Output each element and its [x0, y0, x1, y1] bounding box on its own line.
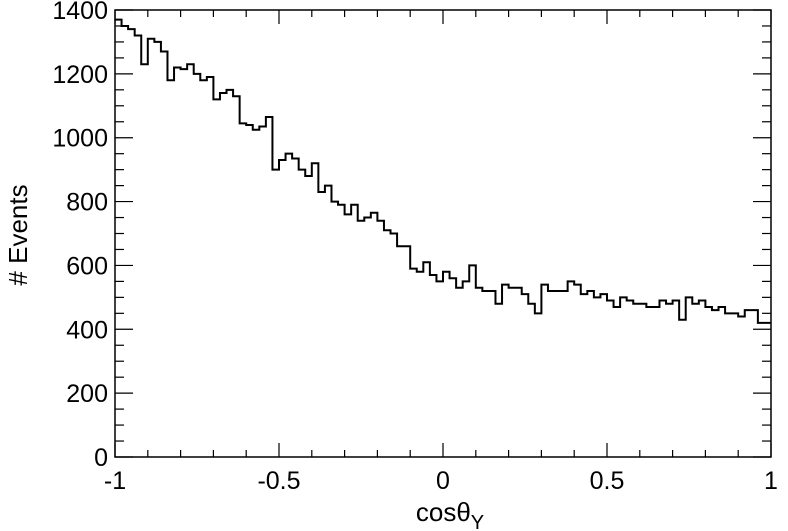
x-tick-label: 0: [436, 467, 450, 495]
x-tick-label: -1: [104, 467, 126, 495]
y-axis-title: # Events: [3, 184, 33, 285]
y-tick-label: 1200: [52, 61, 108, 89]
x-tick-label: 0.5: [590, 467, 625, 495]
histogram-line: [115, 18, 771, 324]
x-tick-label: 1: [764, 467, 778, 495]
y-tick-label: 0: [94, 444, 108, 472]
y-tick-label: 1400: [52, 0, 108, 25]
x-axis-title: cosθY: [416, 497, 484, 531]
y-tick-label: 1000: [52, 125, 108, 153]
y-tick-label: 400: [66, 316, 108, 344]
y-tick-label: 200: [66, 380, 108, 408]
y-tick-label: 600: [66, 252, 108, 280]
y-tick-label: 800: [66, 189, 108, 217]
x-tick-label: -0.5: [257, 467, 300, 495]
tick-labels: 0 200 400 600 800 1000 1200 1400 -1 -0.5 0 0.5 1: [52, 0, 778, 495]
axis-ticks: [114, 9, 772, 458]
x-axis-title-subscript: Y: [471, 512, 484, 531]
x-axis-title-main: cosθ: [416, 497, 471, 527]
